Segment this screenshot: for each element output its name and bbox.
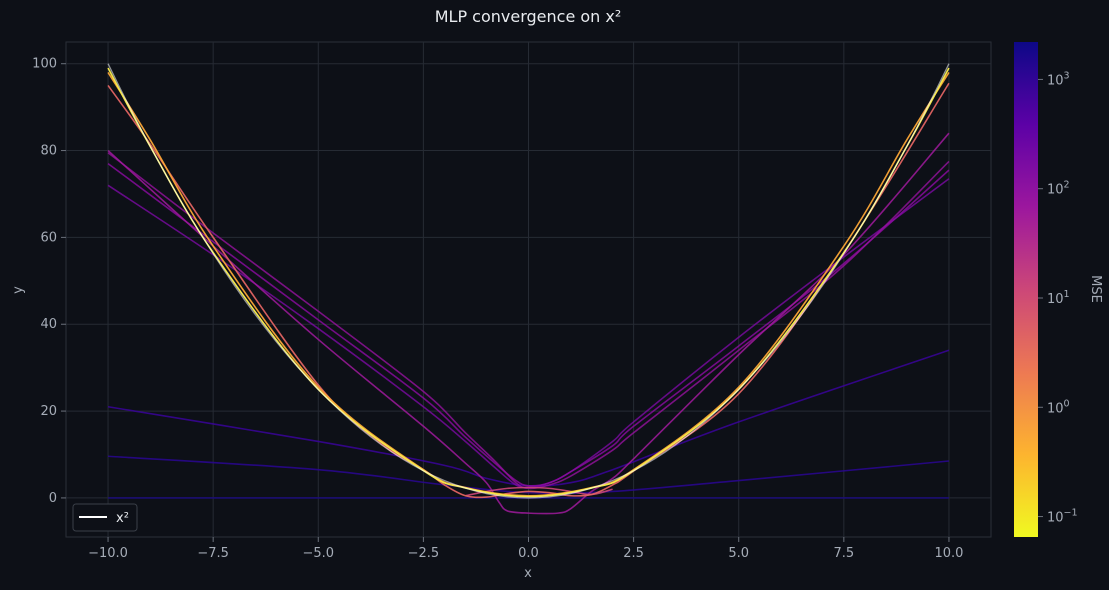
colorbar-tick-label: 103 [1047,70,1070,88]
mlp-series-line [107,162,950,487]
mlp-series-line [107,82,950,499]
x-axis-label: x [524,566,532,581]
colorbar-tick-label: 100 [1047,398,1070,416]
mlp-series-line [107,152,950,490]
target-x-squared-line [107,63,950,499]
x-tick-label: −5.0 [302,546,334,561]
series-lines [107,63,950,515]
mlp-series-line [107,132,950,515]
mlp-series-line [107,71,950,497]
y-tick-label: 80 [40,144,57,159]
colorbar-tick-label: 10−1 [1047,508,1078,526]
x-tick-label: 2.5 [623,546,644,561]
y-tick-label: 20 [40,404,57,419]
y-axis-ticks: 0 20 40 60 80 100 [32,57,66,506]
y-tick-label: 0 [49,491,57,506]
colorbar-tick-label: 101 [1047,289,1070,307]
colorbar-gradient [1014,42,1038,537]
x-tick-label: 7.5 [833,546,854,561]
x-tick-label: 10.0 [934,546,963,561]
colorbar-tick-label: 102 [1047,180,1070,198]
colorbar: 10−1 100 101 102 103 MSE [1014,42,1103,537]
x-tick-label: 5.0 [728,546,749,561]
y-axis-label: y [11,286,26,294]
colorbar-label: MSE [1088,275,1103,303]
x-tick-label: −7.5 [197,546,229,561]
x-tick-label: 0.0 [518,546,539,561]
mlp-series-line [107,455,950,495]
x-axis-ticks: −10.0 −7.5 −5.0 −2.5 0.0 2.5 5.0 7.5 10.0 [88,537,963,561]
x-tick-label: −10.0 [88,546,128,561]
y-tick-label: 100 [32,57,57,72]
y-tick-label: 60 [40,230,57,245]
legend: x² [72,503,138,532]
chart-title: MLP convergence on x² [435,7,622,26]
y-tick-label: 40 [40,317,57,332]
colorbar-ticks: 10−1 100 101 102 103 [1038,70,1078,526]
legend-label: x² [116,511,129,526]
x-tick-label: −2.5 [408,546,440,561]
